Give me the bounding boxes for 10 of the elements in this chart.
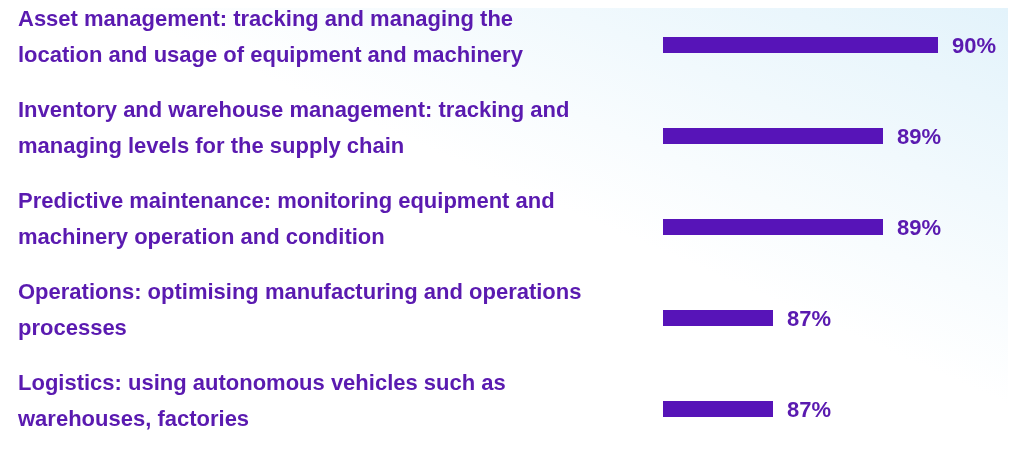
y-tick-label: Logistics: using autonomous vehicles such as warehouses, factories <box>17 370 506 431</box>
data-label: 87% <box>787 306 832 331</box>
data-label: 89% <box>897 215 942 240</box>
y-tick-label: Predictive maintenance: monitoring equipment and machinery operation and condition <box>18 188 555 249</box>
y-tick-label: Inventory and warehouse management: tracking and managing levels for the supply chain <box>18 97 570 158</box>
data-label: 87% <box>787 397 832 422</box>
data-label: 90% <box>952 33 997 58</box>
y-tick-label: Operations: optimising manufacturing and operations processes <box>18 279 582 340</box>
y-tick-label: Asset management: tracking and managing the location and usage of equipment and machinery <box>18 6 524 67</box>
data-label: 89% <box>897 124 942 149</box>
